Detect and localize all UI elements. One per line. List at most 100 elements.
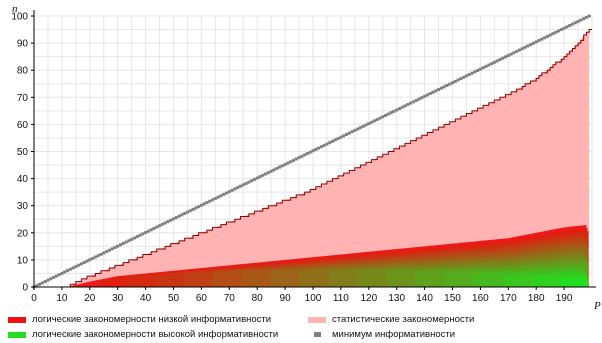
min-point (361, 124, 365, 128)
y-tick-label: 0 (22, 283, 28, 294)
legend-swatch-high (8, 331, 26, 338)
min-point (185, 210, 189, 214)
min-point (236, 186, 240, 190)
min-point (311, 149, 315, 153)
min-point (102, 251, 106, 255)
min-point (464, 74, 468, 78)
min-point (523, 45, 527, 49)
min-point (386, 112, 390, 116)
min-point (132, 236, 136, 240)
min-point (91, 256, 95, 260)
min-point (584, 15, 588, 19)
min-point (437, 88, 441, 92)
x-tick-label: 130 (388, 293, 405, 304)
min-point (400, 105, 404, 109)
min-point (520, 47, 524, 51)
min-point (344, 132, 348, 136)
y-tick-label: 50 (17, 147, 29, 158)
min-point (297, 156, 301, 160)
min-point (478, 67, 482, 71)
y-tick-label: 90 (17, 39, 29, 50)
min-point (216, 195, 220, 199)
min-point (272, 168, 276, 172)
min-point (188, 209, 192, 213)
y-tick-label: 60 (17, 120, 29, 131)
min-point (417, 97, 421, 101)
min-point (60, 271, 64, 275)
x-tick-label: 170 (500, 293, 517, 304)
min-point (411, 100, 415, 104)
min-point (152, 226, 156, 230)
min-point (127, 239, 131, 243)
min-point (428, 92, 432, 96)
min-point (291, 158, 295, 162)
min-point (258, 175, 262, 179)
min-point (350, 130, 354, 134)
min-point (381, 115, 385, 119)
min-point (456, 78, 460, 82)
min-point (211, 198, 215, 202)
min-point (322, 143, 326, 147)
min-point (342, 134, 346, 138)
min-point (537, 39, 541, 43)
min-point (68, 267, 72, 271)
min-point (451, 81, 454, 85)
min-point (107, 248, 111, 252)
min-point (353, 128, 357, 132)
min-point (526, 44, 530, 48)
min-point (289, 160, 293, 164)
y-tick-label: 100 (11, 12, 28, 23)
min-point (255, 176, 259, 180)
min-point (459, 77, 463, 81)
min-point (442, 85, 446, 89)
min-point (473, 70, 477, 74)
min-point (219, 194, 223, 198)
min-point (49, 277, 53, 281)
min-point (565, 25, 569, 29)
min-point (425, 93, 429, 97)
min-point (336, 137, 340, 141)
min-point (423, 94, 427, 98)
min-point (278, 165, 282, 169)
min-point (141, 232, 145, 236)
min-point (244, 182, 248, 186)
min-point (509, 52, 513, 56)
min-point (570, 22, 574, 26)
legend-label-min: минимум информативности (332, 329, 456, 340)
min-point (517, 48, 521, 52)
min-point (93, 255, 97, 259)
min-point (347, 131, 351, 135)
min-point (77, 263, 81, 267)
min-point (554, 30, 558, 34)
min-point (146, 229, 150, 233)
min-point (481, 66, 485, 70)
legend-swatch-low (8, 316, 26, 323)
min-point (230, 188, 234, 192)
legend-item-low: логические закономерности низкой информа… (8, 314, 271, 325)
min-point (333, 138, 337, 142)
min-point (559, 28, 563, 32)
min-point (163, 221, 167, 225)
min-point (568, 24, 572, 28)
min-point (319, 145, 323, 149)
legend-label-stat: статистические закономерности (332, 314, 475, 325)
min-point (395, 108, 399, 112)
legend-item-stat: статистические закономерности (308, 314, 474, 325)
x-tick-label: 20 (84, 293, 96, 304)
x-tick-label: 190 (556, 293, 573, 304)
min-point (261, 173, 265, 177)
y-tick-label: 40 (17, 174, 29, 185)
min-point (35, 284, 39, 288)
min-point (308, 150, 312, 154)
min-point (576, 19, 580, 23)
legend-label-low: логические закономерности низкой информа… (32, 314, 272, 325)
x-tick-label: 70 (224, 293, 236, 304)
min-point (317, 146, 321, 150)
min-point (222, 192, 226, 196)
min-point (160, 222, 164, 226)
x-tick-label: 110 (333, 293, 349, 304)
x-tick-label: 120 (360, 293, 377, 304)
min-point (534, 40, 538, 44)
statistical-area (67, 29, 590, 288)
min-point (403, 104, 407, 108)
